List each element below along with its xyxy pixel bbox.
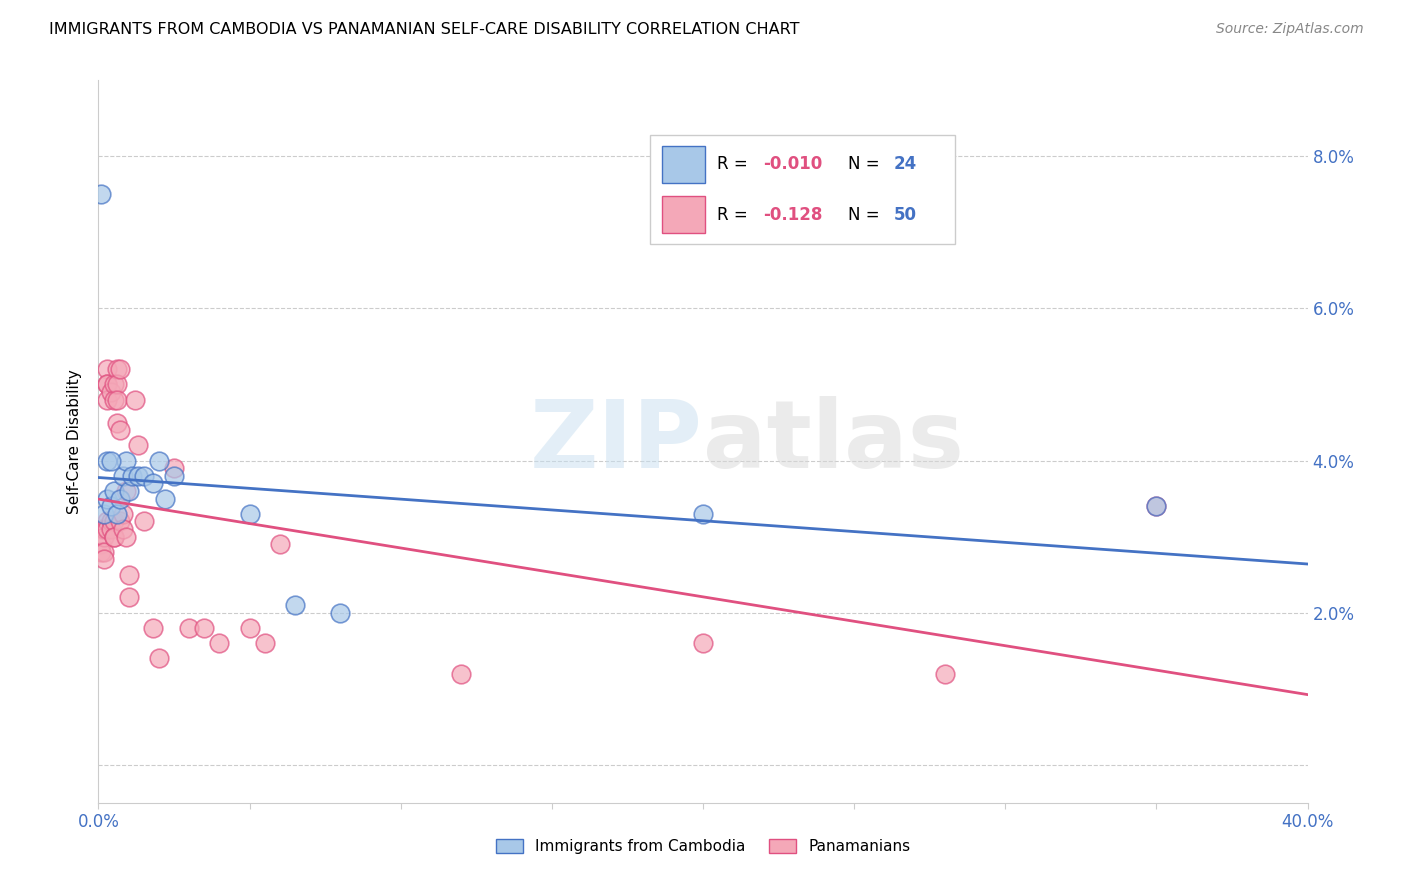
Point	[193, 621, 215, 635]
Text: R =: R =	[717, 155, 752, 173]
Point	[90, 545, 112, 559]
Text: atlas: atlas	[703, 395, 965, 488]
Point	[100, 522, 122, 536]
Point	[103, 377, 125, 392]
Point	[111, 507, 134, 521]
Point	[93, 522, 115, 536]
Point	[105, 416, 128, 430]
Point	[108, 515, 131, 529]
Point	[100, 515, 122, 529]
Point	[96, 491, 118, 506]
Point	[108, 491, 131, 506]
Point	[179, 621, 201, 635]
Point	[108, 362, 131, 376]
Point	[103, 392, 125, 407]
Point	[96, 522, 118, 536]
Point	[108, 423, 131, 437]
Point	[105, 392, 128, 407]
Point	[118, 567, 141, 582]
Point	[934, 666, 956, 681]
Point	[148, 453, 170, 467]
Point	[111, 468, 134, 483]
Point	[96, 515, 118, 529]
Text: IMMIGRANTS FROM CAMBODIA VS PANAMANIAN SELF-CARE DISABILITY CORRELATION CHART: IMMIGRANTS FROM CAMBODIA VS PANAMANIAN S…	[49, 22, 800, 37]
Point	[105, 362, 128, 376]
Point	[96, 362, 118, 376]
Point	[90, 537, 112, 551]
FancyBboxPatch shape	[650, 135, 955, 244]
Point	[114, 530, 136, 544]
Point	[111, 522, 134, 536]
Point	[269, 537, 291, 551]
Text: -0.010: -0.010	[762, 155, 823, 173]
Text: 50: 50	[894, 206, 917, 224]
Point	[239, 507, 262, 521]
Point	[93, 552, 115, 566]
Text: ZIP: ZIP	[530, 395, 703, 488]
Legend: Immigrants from Cambodia, Panamanians: Immigrants from Cambodia, Panamanians	[489, 833, 917, 860]
Point	[114, 453, 136, 467]
Point	[124, 392, 146, 407]
Point	[142, 476, 165, 491]
Point	[96, 377, 118, 392]
Point	[100, 385, 122, 400]
Point	[103, 530, 125, 544]
Point	[163, 468, 186, 483]
Point	[329, 606, 352, 620]
Point	[90, 187, 112, 202]
Point	[121, 468, 143, 483]
Point	[96, 392, 118, 407]
Y-axis label: Self-Care Disability: Self-Care Disability	[67, 369, 83, 514]
Point	[208, 636, 231, 650]
Point	[284, 598, 307, 612]
Point	[103, 515, 125, 529]
Point	[93, 507, 115, 521]
Point	[90, 522, 112, 536]
Point	[127, 438, 149, 452]
Text: Source: ZipAtlas.com: Source: ZipAtlas.com	[1216, 22, 1364, 37]
Point	[127, 468, 149, 483]
Point	[118, 483, 141, 498]
Text: N =: N =	[848, 206, 884, 224]
Point	[105, 507, 128, 521]
Point	[142, 621, 165, 635]
Point	[1144, 499, 1167, 513]
Point	[118, 591, 141, 605]
Point	[692, 636, 714, 650]
Point	[692, 507, 714, 521]
Text: N =: N =	[848, 155, 884, 173]
Point	[93, 545, 115, 559]
Point	[103, 530, 125, 544]
Point	[253, 636, 276, 650]
Point	[103, 483, 125, 498]
Point	[105, 377, 128, 392]
Point	[132, 515, 155, 529]
Point	[1144, 499, 1167, 513]
Point	[148, 651, 170, 665]
Point	[100, 453, 122, 467]
Point	[450, 666, 472, 681]
Point	[96, 453, 118, 467]
Point	[100, 499, 122, 513]
Point	[96, 377, 118, 392]
Point	[132, 468, 155, 483]
Text: -0.128: -0.128	[762, 206, 823, 224]
FancyBboxPatch shape	[662, 145, 704, 183]
FancyBboxPatch shape	[662, 196, 704, 234]
Point	[93, 530, 115, 544]
Text: R =: R =	[717, 206, 752, 224]
Point	[153, 491, 176, 506]
Point	[239, 621, 262, 635]
Point	[163, 461, 186, 475]
Point	[114, 483, 136, 498]
Text: 24: 24	[894, 155, 917, 173]
